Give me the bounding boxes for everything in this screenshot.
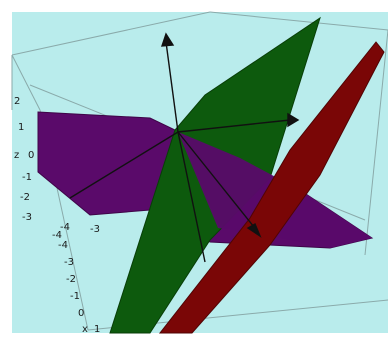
y-tick: -4: [52, 230, 62, 241]
x-tick: -3: [64, 257, 74, 268]
arrow-down-head: [246, 222, 262, 238]
z-axis-label: z: [14, 150, 19, 161]
x-axis-label: x: [82, 324, 88, 335]
y-tick: -3: [90, 224, 100, 235]
z-tick: 2: [14, 96, 20, 107]
z-tick: -1: [22, 172, 32, 183]
x-tick: -4: [58, 240, 68, 251]
z-axis-ticks: 2 1 z 0 -1 -2 -3: [14, 96, 34, 223]
x-tick: -2: [66, 274, 76, 285]
z-tick: -3: [22, 212, 32, 223]
x-tick: 0: [78, 308, 84, 319]
y-axis-ticks: -4 -4 -3: [52, 222, 100, 241]
x-axis-ticks: -4 -3 -2 -1 0 x 1: [58, 240, 100, 335]
z-tick: 0: [28, 150, 34, 161]
red-plane: [158, 41, 385, 334]
z-tick: -2: [20, 192, 30, 203]
x-tick: 1: [94, 324, 100, 335]
y-tick: -4: [60, 222, 70, 233]
x-tick: -1: [70, 291, 80, 302]
arrow-right-head: [287, 112, 300, 128]
z-tick: 1: [18, 122, 24, 133]
arrow-up-head: [160, 32, 175, 47]
normal-vectors: [69, 32, 300, 263]
